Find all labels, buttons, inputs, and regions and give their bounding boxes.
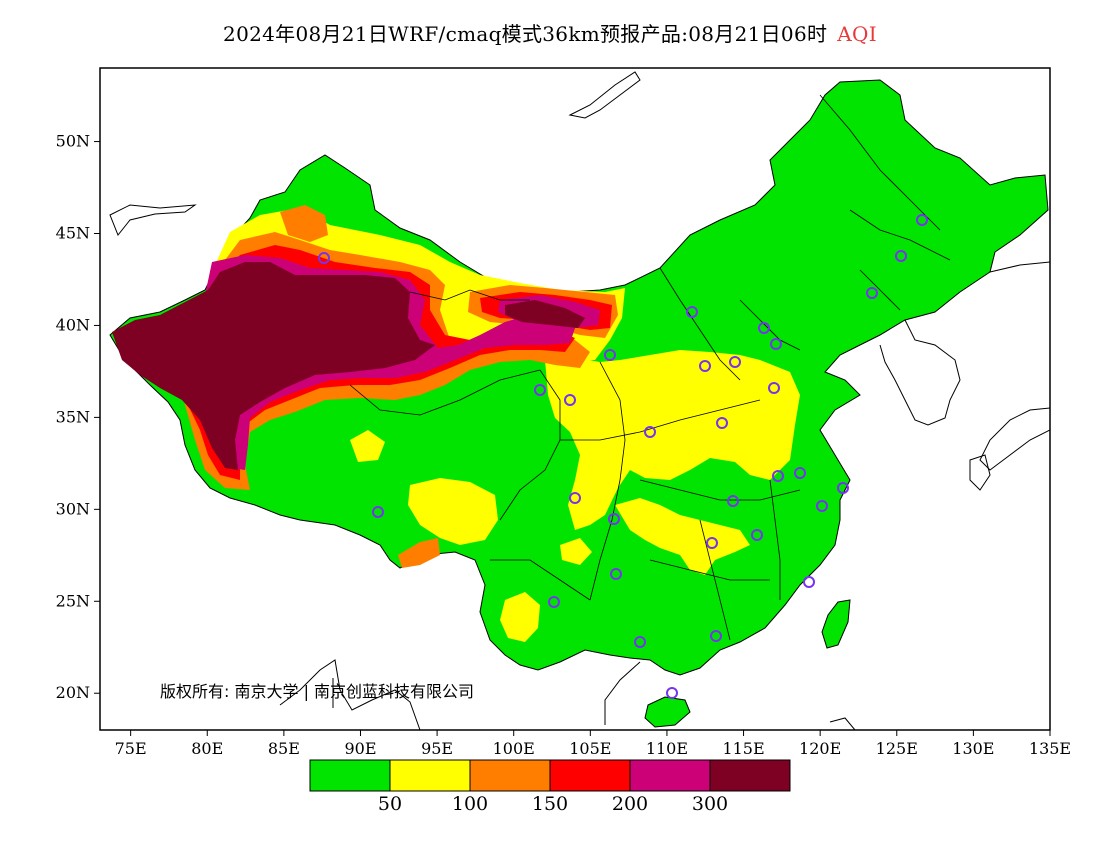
coast-outline-japan bbox=[979, 407, 1050, 471]
station-marker bbox=[644, 426, 656, 438]
aqi-zone-usg-tibet-south bbox=[398, 538, 440, 568]
lon-tick-label: 130E bbox=[952, 739, 994, 758]
station-marker bbox=[916, 214, 928, 226]
legend-swatch bbox=[389, 759, 471, 792]
station-marker bbox=[816, 500, 828, 512]
station-marker bbox=[608, 513, 620, 525]
legend-swatch bbox=[709, 759, 791, 792]
aqi-zone-moderate-south1 bbox=[615, 498, 750, 575]
station-marker bbox=[534, 384, 546, 396]
lon-tick-label: 75E bbox=[115, 739, 147, 758]
latitude-axis: 50N 45N 40N 35N 30N 25N 20N bbox=[56, 132, 100, 702]
lat-tick-label: 45N bbox=[56, 224, 90, 243]
legend-label: 50 bbox=[377, 793, 403, 815]
legend-label: 100 bbox=[451, 793, 489, 815]
lon-tick-label: 135E bbox=[1029, 739, 1071, 758]
map-area: 版权所有: 南京大学 | 南京创蓝科技有限公司 bbox=[109, 71, 1050, 730]
lat-tick-label: 20N bbox=[56, 683, 90, 702]
lake-baikal-outline bbox=[568, 71, 641, 119]
station-markers bbox=[318, 214, 928, 699]
lon-tick-label: 100E bbox=[493, 739, 535, 758]
title-main: 2024年08月21日WRF/cmaq模式36km预报产品:08月21日06时 bbox=[223, 22, 828, 46]
lake-balkhash-outline bbox=[109, 204, 197, 236]
lat-tick-label: 35N bbox=[56, 407, 90, 426]
lon-tick-label: 85E bbox=[268, 739, 300, 758]
aqi-zone-moderate-small1 bbox=[500, 592, 540, 642]
aqi-zone-moderate-small4 bbox=[560, 538, 592, 565]
station-marker bbox=[569, 492, 581, 504]
station-marker bbox=[372, 506, 384, 518]
station-marker bbox=[686, 306, 698, 318]
station-marker bbox=[866, 287, 878, 299]
station-marker bbox=[727, 495, 739, 507]
legend-swatch bbox=[309, 759, 391, 792]
station-marker bbox=[895, 250, 907, 262]
aqi-zone-moderate-sw bbox=[408, 478, 498, 545]
coast-outline-japan-south bbox=[969, 454, 991, 491]
legend-label: 150 bbox=[531, 793, 569, 815]
station-marker bbox=[772, 470, 784, 482]
lat-tick-label: 50N bbox=[56, 132, 90, 151]
station-marker bbox=[794, 467, 806, 479]
station-marker bbox=[758, 322, 770, 334]
station-marker bbox=[716, 417, 728, 429]
coast-outline-sea-sw bbox=[279, 659, 421, 730]
station-marker bbox=[564, 394, 576, 406]
lon-tick-label: 110E bbox=[646, 739, 688, 758]
station-marker bbox=[803, 576, 815, 588]
province-borders bbox=[349, 94, 951, 641]
coast-outline-korea bbox=[879, 319, 961, 426]
station-marker bbox=[837, 482, 849, 494]
lat-tick-label: 30N bbox=[56, 499, 90, 518]
longitude-axis: 75E 80E 85E 90E 95E 100E 105E 110E 115E 120E 125E 1… bbox=[115, 730, 1071, 758]
lat-tick-label: 40N bbox=[56, 315, 90, 334]
legend-label: 300 bbox=[691, 793, 729, 815]
lon-tick-label: 120E bbox=[799, 739, 841, 758]
aqi-zone-hazardous bbox=[112, 262, 435, 470]
aqi-legend bbox=[309, 759, 791, 792]
lat-tick-label: 25N bbox=[56, 591, 90, 610]
lon-tick-label: 115E bbox=[722, 739, 764, 758]
station-marker bbox=[548, 596, 560, 608]
copyright-text: 版权所有: 南京大学 | 南京创蓝科技有限公司 bbox=[160, 682, 474, 701]
lon-tick-label: 90E bbox=[344, 739, 376, 758]
legend-label: 200 bbox=[611, 793, 649, 815]
legend-swatch bbox=[629, 759, 711, 792]
station-marker bbox=[699, 360, 711, 372]
lon-tick-label: 95E bbox=[421, 739, 453, 758]
lon-tick-label: 80E bbox=[191, 739, 223, 758]
legend-swatch bbox=[549, 759, 631, 792]
aqi-zone-moderate-small2 bbox=[680, 425, 715, 455]
taiwan-island bbox=[821, 599, 851, 649]
philippines-outline bbox=[829, 717, 856, 730]
station-marker bbox=[610, 568, 622, 580]
aqi-zone-moderate-small3 bbox=[350, 430, 385, 462]
station-marker bbox=[770, 338, 782, 350]
station-marker bbox=[318, 252, 330, 264]
aqi-zone-moderate-central bbox=[545, 350, 800, 530]
coast-outline-vietnam bbox=[604, 661, 641, 725]
aqi-zone-usg-north bbox=[280, 205, 328, 242]
lon-tick-label: 125E bbox=[876, 739, 918, 758]
map-title: 2024年08月21日WRF/cmaq模式36km预报产品:08月21日06时 A… bbox=[0, 18, 1100, 47]
coast-outline-ne bbox=[989, 261, 1050, 273]
station-marker bbox=[634, 636, 646, 648]
aqi-zone-hazardous-east bbox=[505, 300, 585, 328]
station-marker bbox=[666, 687, 678, 699]
station-marker bbox=[710, 630, 722, 642]
station-marker bbox=[751, 529, 763, 541]
station-marker bbox=[729, 356, 741, 368]
station-marker bbox=[706, 537, 718, 549]
station-marker bbox=[604, 349, 616, 361]
lon-tick-label: 105E bbox=[569, 739, 611, 758]
title-variable: AQI bbox=[837, 22, 877, 46]
station-marker bbox=[768, 382, 780, 394]
legend-swatch bbox=[469, 759, 551, 792]
